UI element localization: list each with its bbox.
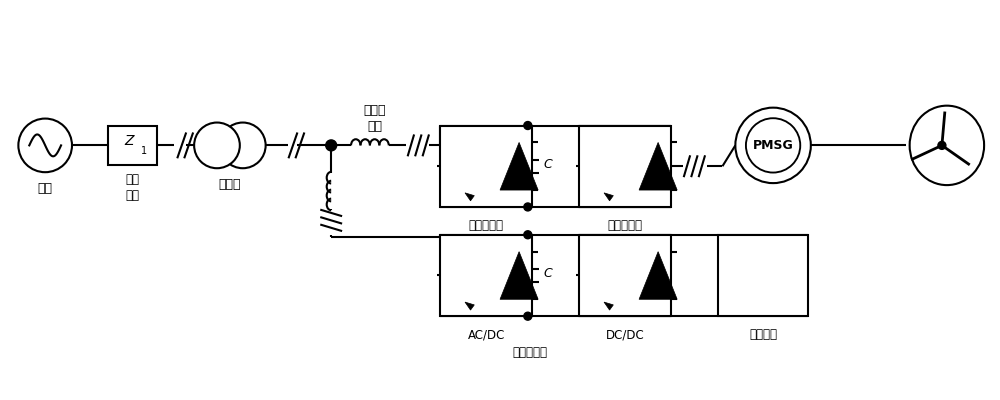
Text: DC/DC: DC/DC [606,328,644,341]
Text: C: C [544,267,552,280]
Circle shape [524,231,532,239]
Polygon shape [604,302,613,310]
Circle shape [735,108,811,183]
Polygon shape [604,193,613,201]
Circle shape [524,203,532,211]
Circle shape [220,122,266,168]
Text: 线路
阻抗: 线路 阻抗 [126,173,140,202]
Text: 电网: 电网 [38,182,53,195]
Ellipse shape [910,106,984,185]
Text: 超级电容: 超级电容 [749,328,777,341]
Circle shape [524,122,532,130]
Polygon shape [465,302,474,310]
Circle shape [194,122,240,168]
Polygon shape [639,252,677,299]
Text: 进线电
抗器: 进线电 抗器 [364,104,386,133]
Polygon shape [639,142,677,190]
Polygon shape [500,142,538,190]
Circle shape [18,118,72,172]
Bar [440,235,532,316]
Text: C: C [544,158,552,171]
Circle shape [938,142,946,149]
Bar [579,126,671,207]
Text: PMSG: PMSG [753,139,793,152]
Bar [440,126,532,207]
Text: 储能变流器: 储能变流器 [512,346,547,359]
Circle shape [746,118,800,172]
Text: 1: 1 [141,146,148,156]
Polygon shape [465,193,474,201]
Bar [579,235,671,316]
Text: Z: Z [124,134,133,148]
Circle shape [326,140,337,151]
Bar [108,126,157,165]
Polygon shape [500,252,538,299]
Text: AC/DC: AC/DC [467,328,505,341]
Text: 变压器: 变压器 [219,178,241,191]
Text: 机侧变换器: 机侧变换器 [608,219,643,232]
Bar [718,235,808,316]
Text: 网侧变换器: 网侧变换器 [469,219,504,232]
Circle shape [524,312,532,320]
